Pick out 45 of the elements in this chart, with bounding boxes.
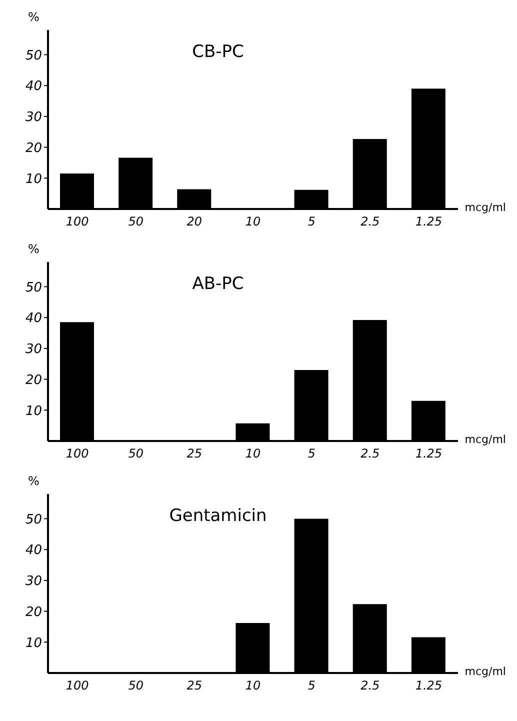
y-tick-label: 30: [25, 342, 42, 358]
y-tick-label: 40: [25, 543, 42, 558]
x-tick-label: 5: [308, 214, 316, 229]
x-tick-label: 2.5: [360, 678, 380, 693]
y-axis-title: %: [28, 242, 40, 256]
y-tick-label: 50: [25, 512, 42, 528]
x-tick-label: 5: [308, 678, 316, 693]
x-tick-label: 2.5: [360, 446, 380, 461]
x-tick-label: 1.25: [415, 214, 442, 229]
text: AB-PC: [192, 274, 244, 294]
x-axis-title: mcg/ml: [464, 665, 506, 678]
x-tick-label: 50: [128, 678, 144, 693]
y-axis-title: %: [28, 474, 40, 488]
y-tick-label: 30: [25, 110, 42, 126]
x-tick-label: 1.25: [415, 446, 442, 461]
y-tick-label: 50: [25, 280, 42, 296]
y-tick-label: 20: [25, 372, 42, 388]
y-tick-label: 10: [25, 172, 42, 187]
x-tick-label: 100: [66, 446, 90, 461]
x-tick-label: 20: [186, 214, 202, 229]
y-tick-label: 20: [25, 604, 42, 620]
x-tick-label: 25: [186, 446, 202, 461]
y-tick-label: 10: [25, 636, 42, 651]
y-tick-label: 40: [25, 311, 42, 326]
x-tick-label: 1.25: [415, 678, 442, 693]
x-tick-label: 25: [186, 678, 202, 693]
y-tick-label: 10: [25, 404, 42, 419]
y-tick-label: 20: [25, 140, 42, 156]
y-tick-label: 40: [25, 79, 42, 94]
y-tick-label: 50: [25, 48, 42, 64]
x-tick-label: 2.5: [360, 214, 380, 229]
x-axis-title: mcg/ml: [464, 201, 506, 214]
x-tick-label: 10: [245, 446, 261, 461]
y-tick-label: 30: [25, 574, 42, 590]
x-tick-label: 5: [308, 446, 316, 461]
x-tick-label: 100: [66, 678, 90, 693]
x-tick-label: 50: [128, 214, 144, 229]
text: CB-PC: [192, 42, 244, 62]
x-tick-label: 10: [245, 214, 261, 229]
text: Gentamicin: [169, 506, 267, 526]
x-tick-label: 10: [245, 678, 261, 693]
y-axis-title: %: [28, 10, 40, 24]
x-tick-label: 100: [66, 214, 90, 229]
x-tick-label: 50: [128, 446, 144, 461]
x-axis-title: mcg/ml: [464, 433, 506, 446]
